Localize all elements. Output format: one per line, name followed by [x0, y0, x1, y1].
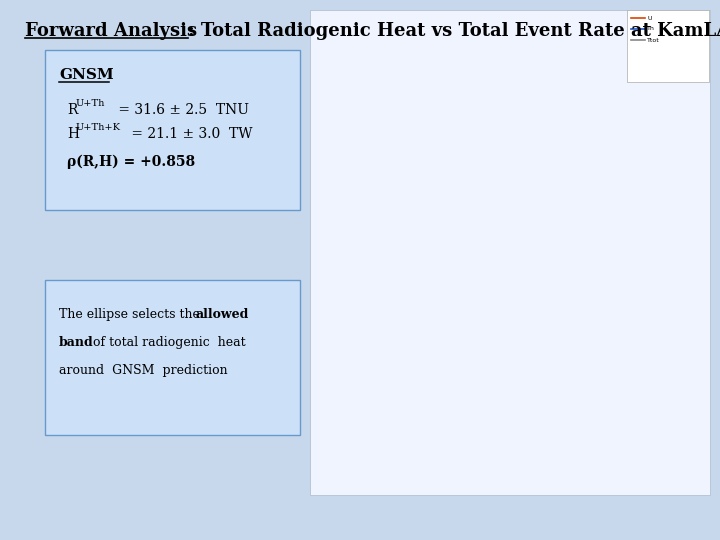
FancyBboxPatch shape: [45, 280, 300, 435]
Text: around  GNSM  prediction: around GNSM prediction: [59, 364, 228, 377]
Bar: [310, 10, 710, 495]
Text: of total radiogenic  heat: of total radiogenic heat: [89, 336, 246, 349]
Bar: [627, 10, 709, 82]
Text: R: R: [67, 103, 77, 117]
Text: = 31.6 ± 2.5  TNU: = 31.6 ± 2.5 TNU: [114, 103, 249, 117]
FancyBboxPatch shape: [45, 50, 300, 210]
Text: H: H: [67, 127, 79, 141]
Text: : Total Radiogenic Heat vs Total Event Rate at KamLAND: : Total Radiogenic Heat vs Total Event R…: [188, 22, 720, 40]
Text: = 21.1 ± 3.0  TW: = 21.1 ± 3.0 TW: [127, 127, 253, 141]
Text: GNSM: GNSM: [59, 68, 114, 82]
Text: U: U: [647, 16, 652, 21]
Text: allowed: allowed: [195, 308, 248, 321]
Text: The ellipse selects the: The ellipse selects the: [59, 308, 204, 321]
Text: Ttot: Ttot: [647, 37, 660, 43]
Text: U+Th: U+Th: [76, 99, 105, 108]
Text: band: band: [59, 336, 94, 349]
Text: U+Th+K: U+Th+K: [76, 123, 121, 132]
Text: Th: Th: [647, 26, 655, 31]
Text: Forward Analysis: Forward Analysis: [25, 22, 197, 40]
Text: ρ(R,H) = +0.858: ρ(R,H) = +0.858: [67, 155, 195, 170]
